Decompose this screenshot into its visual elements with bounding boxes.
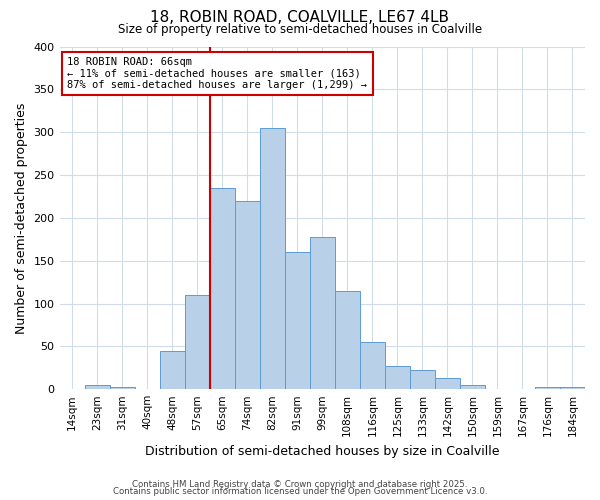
Bar [360,342,385,389]
Bar [110,386,134,389]
X-axis label: Distribution of semi-detached houses by size in Coalville: Distribution of semi-detached houses by … [145,444,500,458]
Bar [235,200,260,389]
Text: 18, ROBIN ROAD, COALVILLE, LE67 4LB: 18, ROBIN ROAD, COALVILLE, LE67 4LB [151,10,449,25]
Bar [460,385,485,389]
Y-axis label: Number of semi-detached properties: Number of semi-detached properties [15,102,28,334]
Bar [410,370,435,389]
Bar [85,385,110,389]
Text: Contains public sector information licensed under the Open Government Licence v3: Contains public sector information licen… [113,488,487,496]
Bar [209,188,235,389]
Bar [435,378,460,389]
Bar [185,295,209,389]
Text: Contains HM Land Registry data © Crown copyright and database right 2025.: Contains HM Land Registry data © Crown c… [132,480,468,489]
Text: 18 ROBIN ROAD: 66sqm
← 11% of semi-detached houses are smaller (163)
87% of semi: 18 ROBIN ROAD: 66sqm ← 11% of semi-detac… [67,57,367,90]
Bar [535,386,560,389]
Bar [160,350,185,389]
Bar [310,236,335,389]
Bar [335,290,360,389]
Text: Size of property relative to semi-detached houses in Coalville: Size of property relative to semi-detach… [118,22,482,36]
Bar [285,252,310,389]
Bar [560,388,585,389]
Bar [260,128,285,389]
Bar [385,366,410,389]
